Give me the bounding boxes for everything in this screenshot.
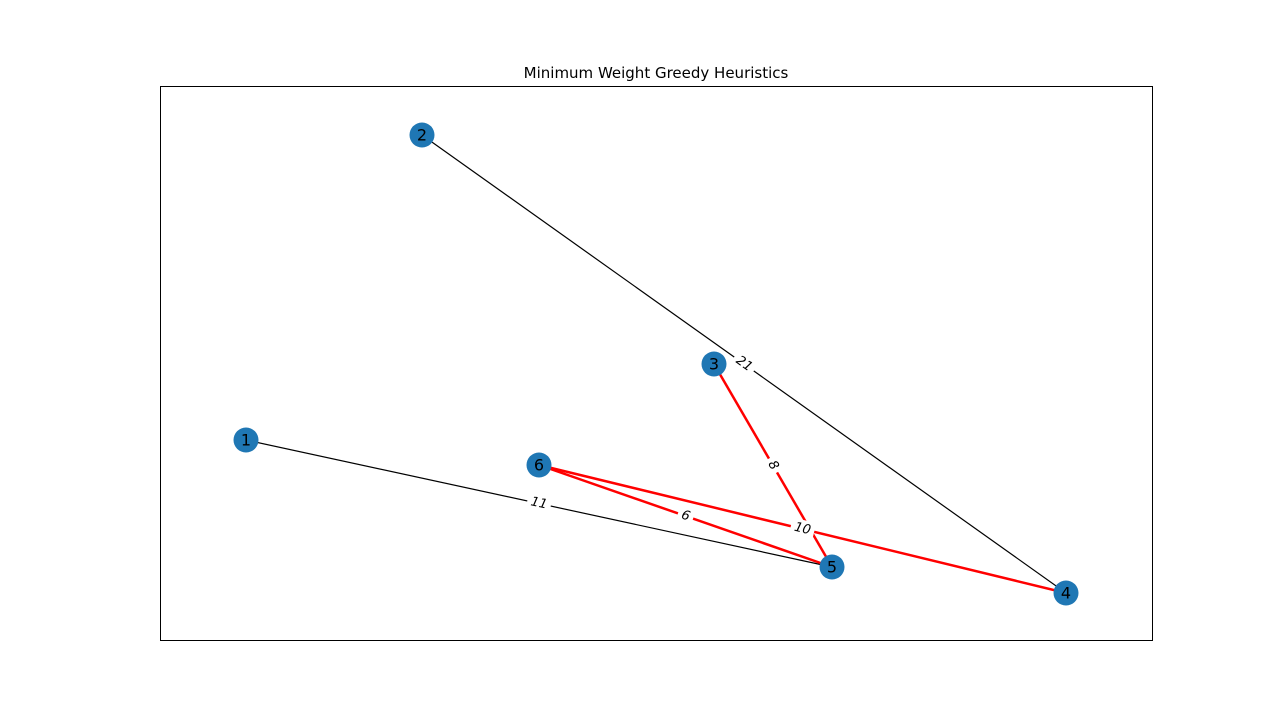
- edge-weight-text: 10: [793, 520, 813, 538]
- node-label-1: 1: [241, 431, 251, 450]
- node-1: [233, 427, 259, 453]
- node-4: [1053, 580, 1079, 606]
- node-label-3: 3: [709, 355, 719, 374]
- node-3: [701, 351, 727, 377]
- edge-weight-label-1-5: 11: [525, 492, 553, 515]
- node-5: [819, 554, 845, 580]
- plot-frame: [160, 86, 1153, 641]
- edge-weight-label-background: [729, 349, 759, 379]
- edge-weight-label-3-5: 8: [761, 454, 785, 477]
- node-label-2: 2: [417, 126, 427, 145]
- node-6: [526, 452, 552, 478]
- edge-weight-label-6-5: 6: [674, 504, 697, 528]
- node-label-5: 5: [827, 558, 837, 577]
- edge-weight-label-background: [788, 517, 817, 541]
- node-2: [409, 122, 435, 148]
- nodes-layer: 1 2 3 4 5 6: [233, 122, 1079, 606]
- node-label-6: 6: [534, 456, 544, 475]
- edge-weight-text: 11: [529, 494, 548, 512]
- graph-title: Minimum Weight Greedy Heuristics: [524, 64, 789, 82]
- edge-weight-label-2-4: 21: [729, 349, 759, 379]
- edge-weight-label-background: [674, 504, 697, 528]
- edge-weight-label-6-4: 10: [788, 517, 817, 541]
- node-label-4: 4: [1061, 584, 1071, 603]
- edge-weight-label-background: [761, 454, 785, 477]
- edge-labels-layer: 11 21 8 6 10: [525, 349, 817, 541]
- edge-weight-label-background: [525, 492, 553, 515]
